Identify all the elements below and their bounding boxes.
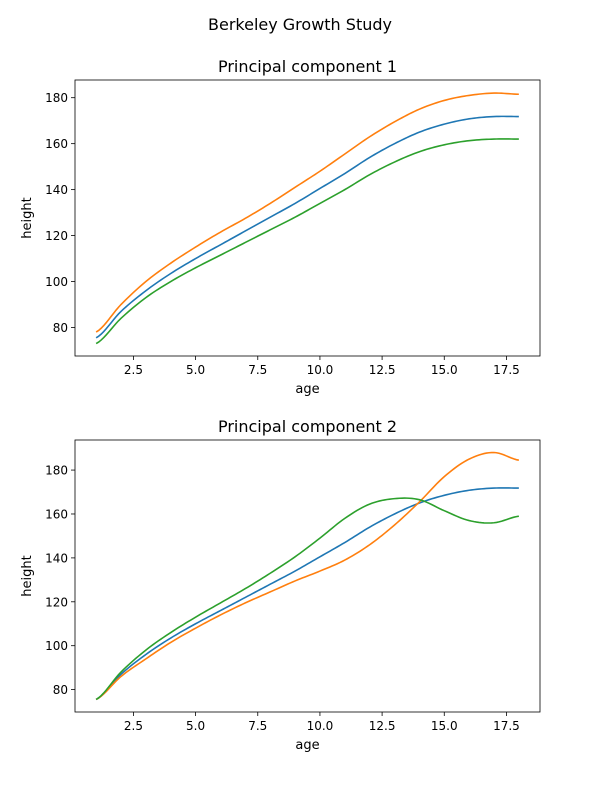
series-line-mean-pc1 [95,92,519,333]
axes-frame [74,79,541,357]
x-axis-label: age [295,738,319,753]
x-tick-label: 5.0 [186,719,205,733]
x-tick-label: 17.5 [493,363,520,377]
subplot-1: 2.5 5.0 7.5 10.0 12.5 15.0 17.5 80 100 120 140 160 1… [20,57,541,397]
series-line-mean-pc1 [95,138,519,345]
x-axis-label: age [295,382,319,397]
x-tick-label: 10.0 [307,363,334,377]
subplot-title: Principal component 2 [218,417,397,436]
x-tick-label: 17.5 [493,719,520,733]
y-tick-label: 80 [53,321,68,335]
subplot-2: 2.5 5.0 7.5 10.0 12.5 15.0 17.5 80 100 120 140 160 1… [20,417,541,753]
subplot-title: Principal component 1 [218,57,397,76]
y-tick-label: 140 [45,551,68,565]
x-tick-label: 10.0 [307,719,334,733]
x-tick-label: 12.5 [369,363,396,377]
axes-frame [74,439,541,713]
y-tick-label: 160 [45,137,68,151]
y-tick-label: 120 [45,595,68,609]
x-tick-label: 2.5 [124,719,143,733]
y-tick-label: 180 [45,464,68,478]
x-tick-label: 7.5 [248,363,267,377]
x-tick-label: 2.5 [124,363,143,377]
series-line-mean [95,115,519,339]
series-line-mean-pc2 [95,497,519,701]
y-tick-label: 160 [45,507,68,521]
y-tick-label: 100 [45,275,68,289]
y-tick-label: 120 [45,229,68,243]
series-line-mean-pc2 [95,451,520,701]
x-tick-label: 7.5 [248,719,267,733]
series-line-mean [95,487,519,701]
x-tick-label: 15.0 [431,719,458,733]
x-tick-label: 5.0 [186,363,205,377]
suptitle: Berkeley Growth Study [208,15,392,34]
y-tick-label: 100 [45,639,68,653]
x-tick-label: 12.5 [369,719,396,733]
y-tick-label: 80 [53,683,68,697]
y-tick-label: 180 [45,91,68,105]
x-tick-label: 15.0 [431,363,458,377]
y-axis-label: height [20,197,35,238]
y-tick-label: 140 [45,183,68,197]
y-axis-label: height [20,555,35,596]
